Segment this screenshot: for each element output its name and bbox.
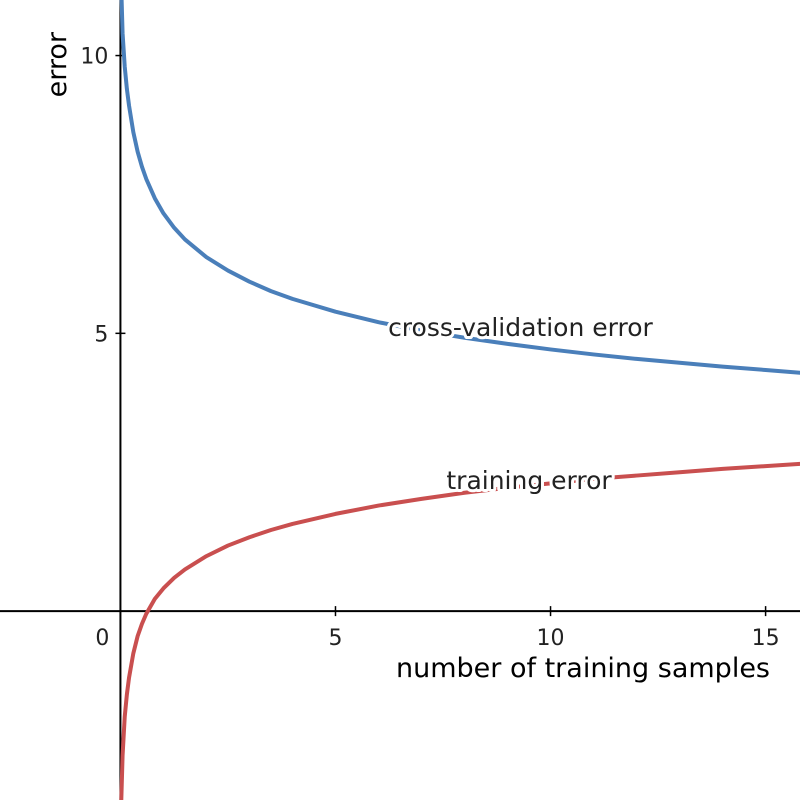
series-layer (119, 0, 800, 800)
x-tick-label: 15 (752, 626, 780, 651)
y-tick-label: 5 (94, 322, 108, 347)
y-axis-title: error (42, 31, 73, 97)
annotation-layer: cross-validation error training error (385, 310, 656, 498)
series-line-cross-validation-error (119, 0, 800, 375)
tick-labels: 0 5 10 15 5 10 (80, 45, 779, 652)
training-error-label: training error (446, 466, 612, 495)
x-axis-title: number of training samples (396, 653, 770, 684)
x-tick-label: 10 (537, 626, 565, 651)
series-line-training-error (119, 461, 800, 800)
origin-label: 0 (95, 626, 109, 651)
x-tick-label: 5 (328, 626, 342, 651)
y-tick-label: 10 (80, 45, 108, 70)
cross-validation-error-label: cross-validation error (388, 313, 653, 342)
